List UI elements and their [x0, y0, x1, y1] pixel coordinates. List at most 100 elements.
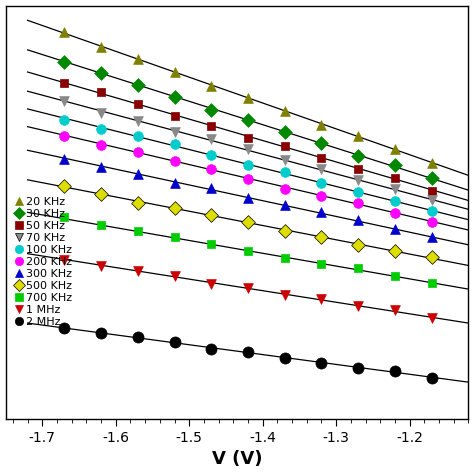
- Point: [134, 267, 142, 274]
- Point: [208, 280, 215, 288]
- Point: [428, 219, 436, 226]
- Point: [171, 68, 178, 75]
- Point: [391, 272, 399, 279]
- Point: [97, 163, 105, 171]
- Point: [391, 226, 399, 233]
- Point: [318, 359, 325, 367]
- Point: [318, 154, 325, 162]
- Point: [391, 162, 399, 169]
- Point: [208, 184, 215, 192]
- Point: [208, 122, 215, 130]
- Point: [428, 174, 436, 182]
- Point: [281, 185, 289, 192]
- Point: [244, 247, 252, 255]
- Point: [391, 367, 399, 374]
- Point: [134, 118, 142, 125]
- Point: [244, 135, 252, 142]
- Point: [208, 82, 215, 90]
- Point: [171, 157, 178, 165]
- Point: [428, 374, 436, 382]
- Point: [391, 248, 399, 255]
- Point: [355, 176, 362, 184]
- Point: [208, 151, 215, 159]
- Point: [97, 141, 105, 149]
- Point: [134, 170, 142, 178]
- Point: [171, 179, 178, 187]
- Point: [134, 55, 142, 63]
- Point: [391, 306, 399, 314]
- Point: [97, 125, 105, 133]
- Point: [428, 254, 436, 261]
- Legend: 20 KHz, 30 KHz, 50 KHz, 70 KHz, 100 KHz, 200 KHz, 300 KHz, 500 KHz, 700 KHz, 1 M: 20 KHz, 30 KHz, 50 KHz, 70 KHz, 100 KHz,…: [16, 197, 72, 327]
- Point: [61, 28, 68, 36]
- Point: [244, 349, 252, 356]
- Point: [281, 227, 289, 235]
- Point: [355, 302, 362, 310]
- Point: [318, 295, 325, 302]
- Point: [61, 132, 68, 139]
- Point: [318, 165, 325, 173]
- Point: [281, 142, 289, 150]
- Point: [428, 196, 436, 204]
- Point: [171, 112, 178, 120]
- Point: [428, 159, 436, 167]
- Point: [281, 201, 289, 209]
- Point: [97, 262, 105, 270]
- Point: [208, 165, 215, 173]
- Point: [318, 121, 325, 129]
- Point: [171, 338, 178, 346]
- Point: [97, 69, 105, 77]
- Point: [244, 161, 252, 169]
- Point: [391, 174, 399, 182]
- Point: [97, 43, 105, 50]
- Point: [97, 191, 105, 198]
- Point: [244, 194, 252, 201]
- Point: [355, 188, 362, 196]
- Point: [355, 165, 362, 173]
- Point: [208, 240, 215, 248]
- Point: [244, 219, 252, 226]
- Point: [391, 197, 399, 205]
- Point: [318, 208, 325, 216]
- Point: [281, 156, 289, 164]
- Point: [61, 325, 68, 332]
- Point: [97, 88, 105, 95]
- Point: [134, 199, 142, 207]
- Point: [61, 214, 68, 221]
- Point: [61, 97, 68, 104]
- Point: [134, 333, 142, 341]
- Point: [428, 207, 436, 214]
- Point: [208, 211, 215, 219]
- Point: [134, 100, 142, 108]
- Point: [355, 264, 362, 272]
- Point: [318, 139, 325, 147]
- Point: [171, 93, 178, 100]
- Point: [281, 354, 289, 361]
- Point: [244, 145, 252, 153]
- Point: [318, 179, 325, 186]
- Point: [244, 116, 252, 123]
- Point: [428, 188, 436, 195]
- Point: [244, 175, 252, 182]
- Point: [171, 234, 178, 241]
- Point: [281, 128, 289, 136]
- Point: [171, 204, 178, 211]
- Point: [171, 128, 178, 136]
- Point: [97, 221, 105, 228]
- Point: [244, 284, 252, 292]
- Point: [355, 153, 362, 160]
- Point: [355, 241, 362, 248]
- Point: [171, 273, 178, 280]
- Point: [61, 79, 68, 87]
- Point: [61, 256, 68, 264]
- Point: [134, 227, 142, 235]
- Point: [134, 133, 142, 140]
- Point: [428, 279, 436, 287]
- Point: [355, 216, 362, 224]
- Point: [391, 145, 399, 153]
- Point: [61, 58, 68, 65]
- Point: [281, 107, 289, 115]
- Point: [61, 182, 68, 190]
- Point: [318, 192, 325, 200]
- Point: [318, 233, 325, 241]
